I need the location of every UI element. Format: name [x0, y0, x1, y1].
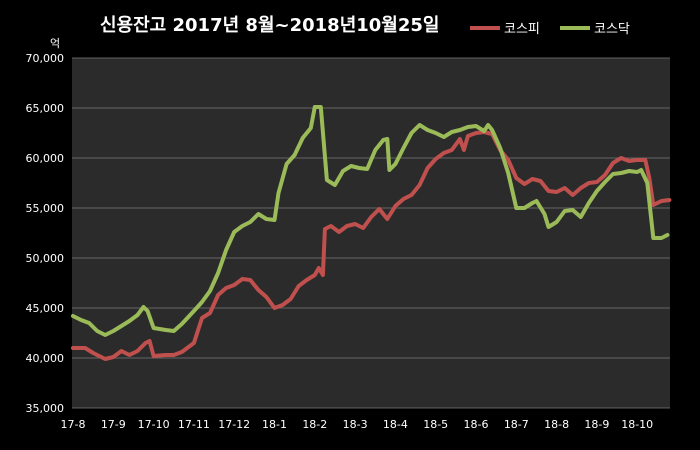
x-tick-label: 18-4 — [383, 418, 408, 431]
x-tick-label: 18-9 — [584, 418, 609, 431]
x-tick-label: 18-1 — [262, 418, 287, 431]
gridlines — [72, 57, 670, 409]
y-axis-unit-label: 억 — [50, 37, 60, 50]
x-axis-ticks: 17-8 17-9 17-10 17-11 17-12 18-1 18-2 18-3 18-4 1… — [61, 418, 654, 431]
series-layer — [71, 105, 672, 361]
y-tick-label: 45,000 — [26, 302, 65, 315]
x-tick-label: 18-10 — [621, 418, 653, 431]
x-tick-label: 18-3 — [343, 418, 368, 431]
x-tick-label: 17-8 — [61, 418, 86, 431]
y-tick-label: 50,000 — [26, 252, 65, 265]
y-tick-label: 60,000 — [26, 152, 65, 165]
x-tick-label: 18-5 — [423, 418, 448, 431]
legend-label-kospi: 코스피 — [504, 22, 540, 37]
series-line-kosdaq — [71, 105, 670, 337]
x-tick-label: 17-10 — [138, 418, 170, 431]
x-tick-label: 17-9 — [101, 418, 126, 431]
y-axis-ticks: 35,000 40,000 45,000 50,000 55,000 60,000 65,0… — [26, 52, 65, 415]
y-tick-label: 40,000 — [26, 352, 65, 365]
x-tick-label: 18-6 — [464, 418, 489, 431]
y-tick-label: 70,000 — [26, 52, 65, 65]
y-tick-label: 55,000 — [26, 202, 65, 215]
x-tick-label: 17-12 — [218, 418, 250, 431]
series-line-kospi — [71, 130, 672, 361]
plot-background — [72, 58, 670, 408]
plot-area — [72, 58, 670, 408]
y-tick-label: 65,000 — [26, 102, 65, 115]
x-tick-label: 18-8 — [544, 418, 569, 431]
chart-title: 신용잔고 2017년 8월~2018년10월25일 — [100, 15, 439, 36]
legend-label-kosdaq: 코스닥 — [594, 22, 630, 37]
x-tick-label: 17-11 — [178, 418, 210, 431]
y-tick-label: 35,000 — [26, 402, 65, 415]
x-tick-label: 18-2 — [302, 418, 327, 431]
x-tick-label: 18-7 — [504, 418, 529, 431]
legend: 코스피 코스닥 — [470, 22, 630, 37]
